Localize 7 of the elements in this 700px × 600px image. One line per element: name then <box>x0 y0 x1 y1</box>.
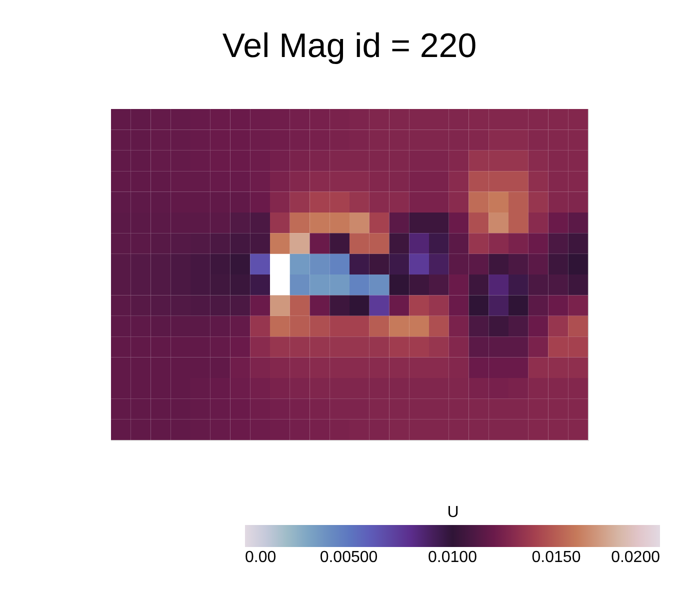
color-bar-label: 0.0100 <box>428 549 478 566</box>
chart-title: Vel Mag id = 220 <box>222 27 477 65</box>
color-bar-title: U <box>447 504 459 521</box>
color-bar-label: 0.00500 <box>320 549 378 566</box>
color-bar-label: 0.00 <box>245 549 276 566</box>
color-bar-label: 0.0200 <box>611 549 660 566</box>
color-bar-label: 0.0150 <box>532 549 581 566</box>
